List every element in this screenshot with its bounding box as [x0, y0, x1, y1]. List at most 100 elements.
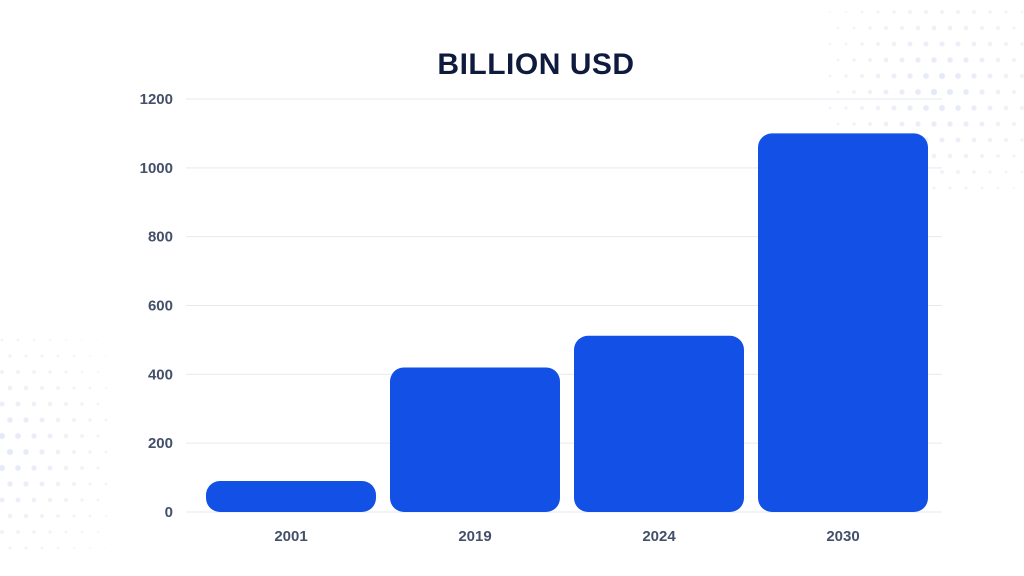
background-dot	[80, 434, 84, 438]
background-dot	[948, 186, 952, 190]
background-dot	[88, 546, 92, 550]
background-dot	[96, 434, 100, 438]
background-dot	[15, 369, 21, 375]
background-dot	[907, 105, 913, 111]
background-dot	[859, 73, 865, 79]
bars	[206, 133, 928, 512]
x-tick-label: 2030	[826, 528, 859, 545]
x-tick-label: 2001	[274, 528, 307, 545]
background-dot	[1020, 74, 1024, 78]
background-dot	[891, 73, 897, 79]
background-dot	[852, 122, 856, 126]
background-dot	[971, 137, 977, 143]
background-dot	[31, 497, 37, 503]
background-dot	[955, 137, 961, 143]
background-dot	[971, 73, 977, 79]
background-dot	[852, 58, 856, 62]
background-dot	[947, 25, 953, 31]
background-dot	[860, 42, 864, 46]
background-dot	[915, 25, 921, 31]
background-dot	[15, 465, 21, 471]
background-dot	[8, 546, 12, 550]
background-dot	[31, 465, 37, 471]
background-dot	[996, 26, 1000, 30]
background-dot	[875, 73, 881, 79]
background-dot	[56, 514, 60, 518]
background-dot	[7, 513, 13, 519]
background-dot	[63, 401, 69, 407]
background-dot	[1004, 10, 1008, 14]
background-dot	[955, 41, 961, 47]
background-dot	[964, 186, 968, 190]
background-dot	[104, 482, 108, 486]
background-dot	[1020, 10, 1024, 14]
background-dot	[1020, 138, 1024, 142]
background-dot	[1012, 186, 1016, 190]
background-dot	[48, 530, 52, 534]
background-dot	[971, 105, 977, 111]
y-tick-label: 1000	[140, 160, 173, 177]
background-dot	[987, 73, 993, 79]
background-dot	[868, 26, 872, 30]
background-dot	[23, 385, 29, 391]
background-dot	[104, 354, 108, 358]
background-dot	[1011, 57, 1017, 63]
background-dot	[39, 417, 45, 423]
background-dot	[80, 370, 84, 374]
background-dot	[939, 9, 945, 15]
background-dot	[828, 74, 832, 78]
background-dot	[1011, 89, 1017, 95]
background-dot	[15, 401, 21, 407]
background-dot	[63, 433, 69, 439]
background-dot	[996, 186, 1000, 190]
background-dot	[980, 186, 984, 190]
background-dot	[946, 88, 954, 96]
background-dot	[899, 89, 905, 95]
background-dot	[907, 41, 913, 47]
background-dot	[867, 121, 873, 127]
background-dot	[836, 90, 840, 94]
background-dot	[47, 433, 53, 439]
background-dot	[836, 26, 840, 30]
background-dot	[1020, 106, 1024, 110]
background-dot	[931, 153, 937, 159]
background-dot	[0, 401, 5, 407]
background-dot	[979, 121, 985, 127]
bar-2019	[390, 367, 560, 512]
background-dot	[23, 449, 29, 455]
background-dot	[71, 481, 77, 487]
background-dot	[915, 57, 921, 63]
background-dot	[64, 338, 68, 342]
y-tick-label: 1200	[140, 91, 173, 108]
background-dot	[923, 105, 929, 111]
background-dot	[56, 386, 60, 390]
background-dot	[24, 546, 28, 550]
background-dot	[963, 121, 969, 127]
background-dot	[987, 137, 993, 143]
background-dot	[32, 370, 36, 374]
background-dot	[72, 514, 76, 518]
background-dot	[0, 369, 5, 375]
background-dot	[963, 57, 969, 63]
background-dot	[104, 386, 108, 390]
background-dot	[996, 154, 1000, 158]
background-dot	[23, 417, 29, 423]
background-dot	[80, 466, 84, 470]
background-dot	[931, 25, 937, 31]
background-dot	[0, 465, 5, 471]
background-dot	[96, 530, 100, 534]
bar-2030	[758, 133, 928, 512]
background-dot	[71, 449, 77, 455]
background-dot	[39, 513, 45, 519]
background-dot	[995, 121, 1001, 127]
background-dot	[979, 89, 985, 95]
background-dot	[844, 10, 848, 14]
background-dot	[963, 89, 969, 95]
background-dot	[979, 25, 985, 31]
background-dot	[972, 170, 976, 174]
background-dot	[32, 530, 36, 534]
background-dot	[828, 10, 832, 14]
background-dot	[55, 481, 61, 487]
background-dot	[891, 105, 897, 111]
background-dot	[867, 57, 873, 63]
